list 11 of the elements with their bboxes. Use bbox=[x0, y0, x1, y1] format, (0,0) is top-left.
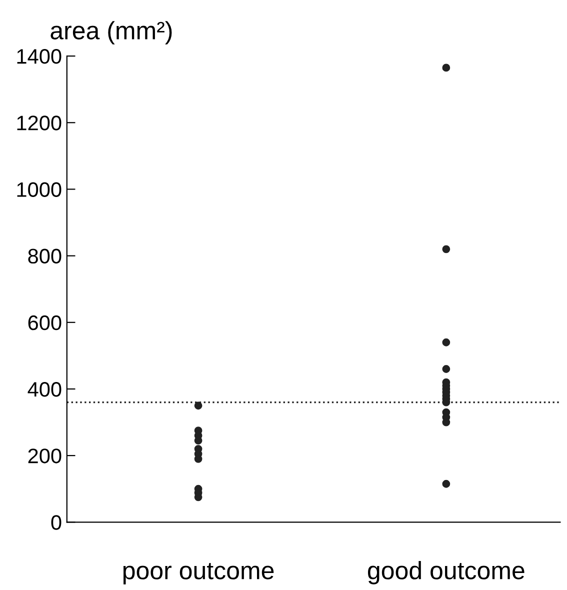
y-tick-label: 1000 bbox=[17, 182, 62, 197]
y-tick-label: 1400 bbox=[17, 49, 62, 64]
x-tick-label: poor outcome bbox=[123, 562, 274, 584]
y-tick-label: 200 bbox=[28, 448, 62, 464]
y-tick-label: 800 bbox=[28, 248, 62, 264]
x-tick-label: good outcome bbox=[368, 561, 524, 584]
y-tick-label: 0 bbox=[51, 515, 62, 530]
y-axis-title: area (mm²) bbox=[50, 21, 172, 44]
y-tick-label: 1200 bbox=[17, 116, 62, 130]
y-tick-label: 600 bbox=[28, 315, 62, 330]
y-tick-label: 400 bbox=[28, 382, 62, 397]
